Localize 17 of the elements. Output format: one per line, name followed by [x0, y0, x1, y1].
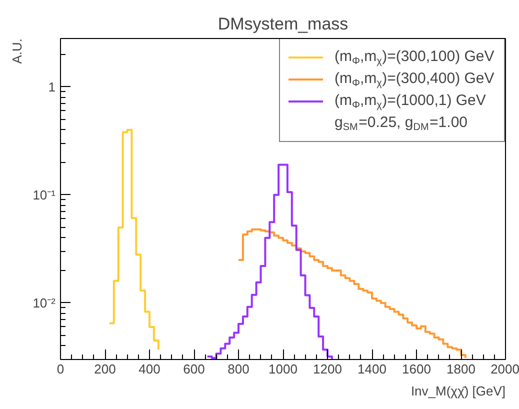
- x-axis-title: Inv_M(χχ̄) [GeV]: [410, 384, 506, 398]
- x-tick-label: 2000: [490, 362, 519, 376]
- x-tick-label: 1800: [446, 362, 476, 376]
- x-tick-label: 800: [228, 362, 250, 376]
- y-tick-label: 10⁻²: [32, 295, 56, 310]
- y-tick-label: 1: [48, 79, 56, 94]
- x-tick-label: 400: [138, 362, 160, 376]
- x-tick-label: 200: [94, 362, 116, 376]
- x-tick-label: 1600: [402, 362, 431, 376]
- x-tick-label: 1400: [358, 362, 386, 376]
- y-axis-title: A.U.: [10, 38, 24, 64]
- y-tick-label: 10⁻¹: [32, 187, 56, 202]
- chart-title: DMsystem_mass: [218, 14, 348, 34]
- x-tick-label: 1200: [313, 362, 342, 376]
- x-tick-label: 0: [56, 362, 64, 376]
- x-tick-label: 600: [183, 362, 205, 376]
- x-tick-label: 1000: [268, 362, 298, 376]
